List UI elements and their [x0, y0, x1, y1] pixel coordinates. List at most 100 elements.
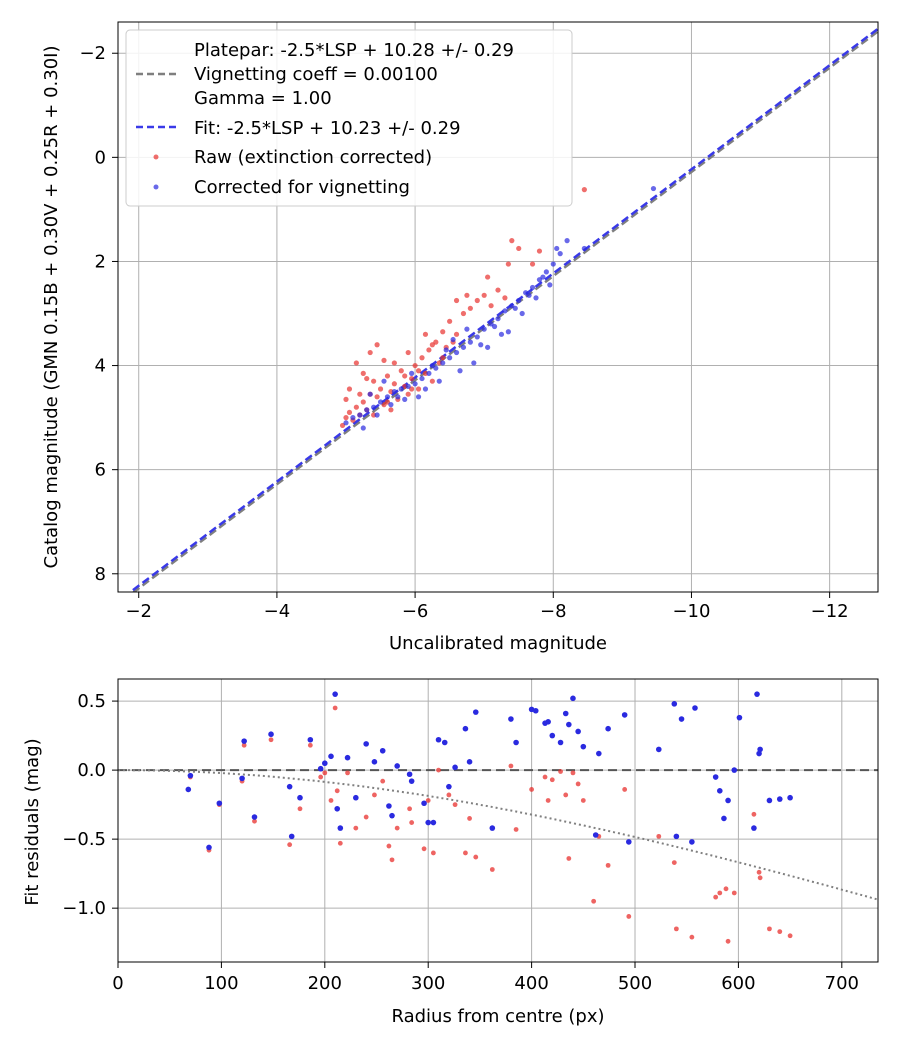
bottom-x-tick-label: 0 — [112, 973, 123, 994]
corrected-point — [464, 326, 470, 332]
raw-residual-point — [473, 854, 479, 860]
corrected-point — [402, 396, 408, 402]
corrected-residual-point — [712, 774, 719, 780]
corrected-residual-point — [344, 754, 351, 761]
corrected-point — [371, 404, 377, 410]
raw-residual-point — [787, 933, 793, 939]
raw-residual-point — [353, 825, 359, 831]
raw-point — [453, 297, 460, 304]
raw-point — [429, 342, 435, 348]
raw-point — [409, 375, 415, 382]
raw-point — [502, 295, 508, 301]
corrected-residual-point — [489, 825, 496, 831]
bottom-y-axis-label: Fit residuals (mag) — [22, 738, 43, 905]
corrected-residual-point — [751, 825, 757, 831]
corrected-residual-point — [466, 759, 473, 765]
corrected-residual-point — [328, 753, 334, 760]
corrected-residual-point — [317, 765, 324, 772]
raw-residual-point — [513, 827, 519, 832]
bottom-x-tick-label: 300 — [411, 973, 445, 994]
corrected-point — [405, 383, 411, 389]
legend-platepar: Platepar: -2.5*LSP + 10.28 +/- 0.29 — [194, 40, 514, 61]
corrected-residual-point — [332, 691, 338, 697]
raw-point — [388, 407, 394, 413]
raw-point — [429, 378, 435, 384]
raw-point — [371, 378, 377, 384]
corrected-residual-point — [389, 812, 395, 819]
corrected-residual-point — [446, 783, 452, 790]
corrected-point — [581, 245, 587, 252]
raw-residual-point — [673, 926, 679, 932]
corrected-residual-point — [435, 736, 442, 743]
top-scatter-points — [339, 185, 657, 431]
corrected-point — [357, 412, 363, 418]
corrected-residual-point — [337, 825, 344, 831]
raw-residual-point — [394, 825, 400, 831]
raw-residual-point — [334, 788, 340, 794]
raw-residual-point — [407, 806, 412, 812]
corrected-point — [364, 407, 370, 413]
legend-raw: Raw (extinction corrected) — [194, 147, 432, 168]
corrected-residual-point — [421, 800, 427, 807]
raw-point — [516, 245, 522, 252]
top-y-tick-label: 4 — [95, 356, 106, 377]
raw-point — [581, 187, 587, 193]
raw-point — [357, 391, 363, 397]
raw-point — [346, 386, 353, 392]
raw-point — [422, 331, 429, 337]
raw-residual-point — [446, 792, 452, 798]
raw-residual-point — [725, 938, 731, 944]
corrected-residual-point — [408, 778, 415, 784]
corrected-point — [554, 245, 560, 252]
bottom-chart: 0 100 200 300 400 500 600 700 0.5 0.0 −0.5 −1.0 Rad… — [22, 678, 879, 1027]
corrected-point — [498, 331, 505, 337]
corrected-point — [543, 269, 549, 275]
corrected-point — [650, 185, 657, 192]
corrected-point — [384, 394, 391, 400]
raw-residual-point — [430, 850, 436, 856]
corrected-residual-point — [549, 732, 556, 739]
raw-residual-point — [570, 770, 576, 776]
corrected-point — [478, 342, 484, 348]
corrected-residual-point — [596, 750, 602, 757]
top-x-tick-label: −8 — [540, 601, 567, 622]
bottom-x-tick-label: 500 — [618, 973, 652, 994]
bottom-x-tick-label: 400 — [514, 973, 548, 994]
corrected-point — [429, 362, 435, 369]
corrected-point — [422, 386, 429, 392]
corrected-residual-point — [472, 709, 479, 715]
raw-point — [343, 415, 349, 421]
corrected-point — [457, 368, 463, 374]
bottom-grid — [117, 679, 878, 962]
raw-residual-point — [751, 811, 757, 817]
raw-point — [453, 331, 460, 337]
raw-point — [374, 394, 380, 400]
corrected-point — [564, 238, 570, 244]
corrected-point — [533, 295, 539, 301]
corrected-residual-point — [570, 695, 576, 702]
bottom-y-tick-label: 0.5 — [77, 691, 106, 712]
corrected-residual-point — [513, 739, 519, 746]
corrected-point — [391, 388, 397, 395]
raw-residual-point — [318, 774, 324, 780]
corrected-point — [526, 292, 532, 298]
top-x-tick-label: −6 — [402, 601, 429, 622]
bottom-y-tick-label: −1.0 — [62, 898, 106, 919]
raw-point — [415, 368, 422, 374]
corrected-residual-point — [241, 738, 247, 744]
raw-residual-point — [767, 926, 772, 932]
top-legend: Platepar: -2.5*LSP + 10.28 +/- 0.29 Vign… — [125, 29, 573, 207]
corrected-point — [447, 355, 453, 361]
corrected-residual-point — [754, 691, 760, 697]
raw-point — [440, 355, 446, 361]
raw-residual-point — [372, 792, 377, 798]
corrected-residual-point — [671, 701, 678, 707]
bottom-x-tick-label: 100 — [204, 973, 238, 994]
top-x-tick-label: −10 — [672, 601, 710, 622]
corrected-residual-point — [532, 707, 539, 714]
corrected-residual-point — [239, 775, 245, 782]
raw-point — [505, 261, 511, 267]
raw-residual-point — [605, 862, 611, 868]
raw-point — [495, 287, 501, 293]
corrected-residual-point — [508, 716, 514, 722]
